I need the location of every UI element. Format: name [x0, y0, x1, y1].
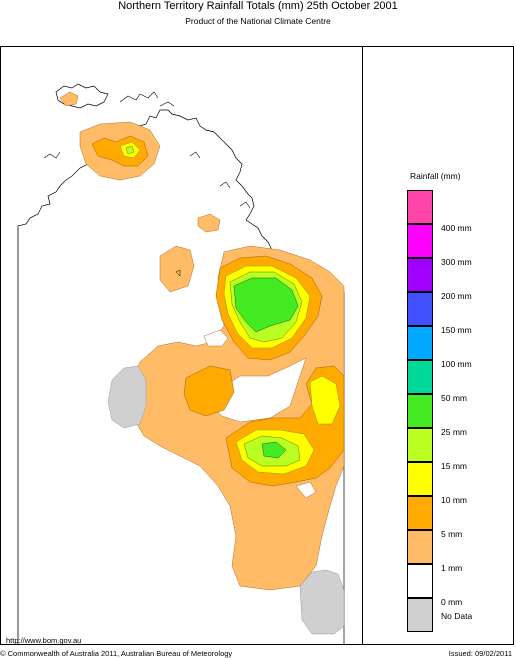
rainfall-map	[17, 83, 345, 645]
legend-label-400: 400 mm	[441, 223, 472, 233]
legend-swatch-15	[407, 428, 433, 462]
legend-title: Rainfall (mm)	[410, 171, 461, 181]
rain-area	[261, 441, 287, 459]
rain-area	[125, 145, 135, 155]
legend-swatch-0	[407, 564, 433, 598]
legend-divider	[362, 46, 363, 645]
rain-area	[59, 91, 79, 107]
map-frame	[0, 46, 514, 645]
legend-swatch-200	[407, 258, 433, 292]
legend-swatch-100	[407, 326, 433, 360]
legend-label-50: 50 mm	[441, 393, 467, 403]
no-data-area	[299, 569, 345, 635]
legend-label-100: 100 mm	[441, 359, 472, 369]
legend-label-25: 25 mm	[441, 427, 467, 437]
legend-swatch-5	[407, 496, 433, 530]
legend-swatch-300	[407, 224, 433, 258]
legend-swatch-no-data	[407, 598, 433, 632]
dry-area	[211, 357, 307, 423]
legend-swatch-10	[407, 462, 433, 496]
rain-area	[183, 365, 235, 417]
rain-area	[197, 213, 221, 233]
legend-label-200: 200 mm	[441, 291, 472, 301]
website-link[interactable]: http://www.bom.gov.au	[6, 636, 82, 645]
dry-area	[203, 329, 229, 347]
legend-label-0: 0 mm	[441, 597, 463, 607]
legend-label-150: 150 mm	[441, 325, 472, 335]
legend-swatch-1	[407, 530, 433, 564]
map-title: Northern Territory Rainfall Totals (mm) …	[118, 0, 398, 12]
legend-swatch-50	[407, 360, 433, 394]
legend-label-15: 15 mm	[441, 461, 467, 471]
no-data-area	[107, 365, 147, 429]
copyright-text: © Commonwealth of Australia 2011, Austra…	[0, 649, 233, 658]
legend-swatch-400	[407, 190, 433, 224]
issued-date: Issued: 09/02/2011	[448, 649, 512, 658]
dry-area	[295, 481, 317, 499]
legend-swatch-150	[407, 292, 433, 326]
legend-swatch-25	[407, 394, 433, 428]
legend-label-10: 10 mm	[441, 495, 467, 505]
legend-label-1: 1 mm	[441, 563, 463, 573]
rain-area	[91, 135, 149, 167]
inner-boundary	[17, 228, 344, 645]
legend-label-5: 5 mm	[441, 529, 463, 539]
legend-label-300: 300 mm	[441, 257, 472, 267]
legend-label-no-data: No Data	[441, 611, 473, 621]
rain-area	[233, 277, 299, 333]
rain-area	[309, 375, 341, 425]
rain-marker	[175, 269, 181, 277]
rain-area	[159, 245, 195, 293]
coast-detail	[43, 91, 251, 209]
map-subtitle: Product of the National Climate Centre	[185, 16, 331, 26]
